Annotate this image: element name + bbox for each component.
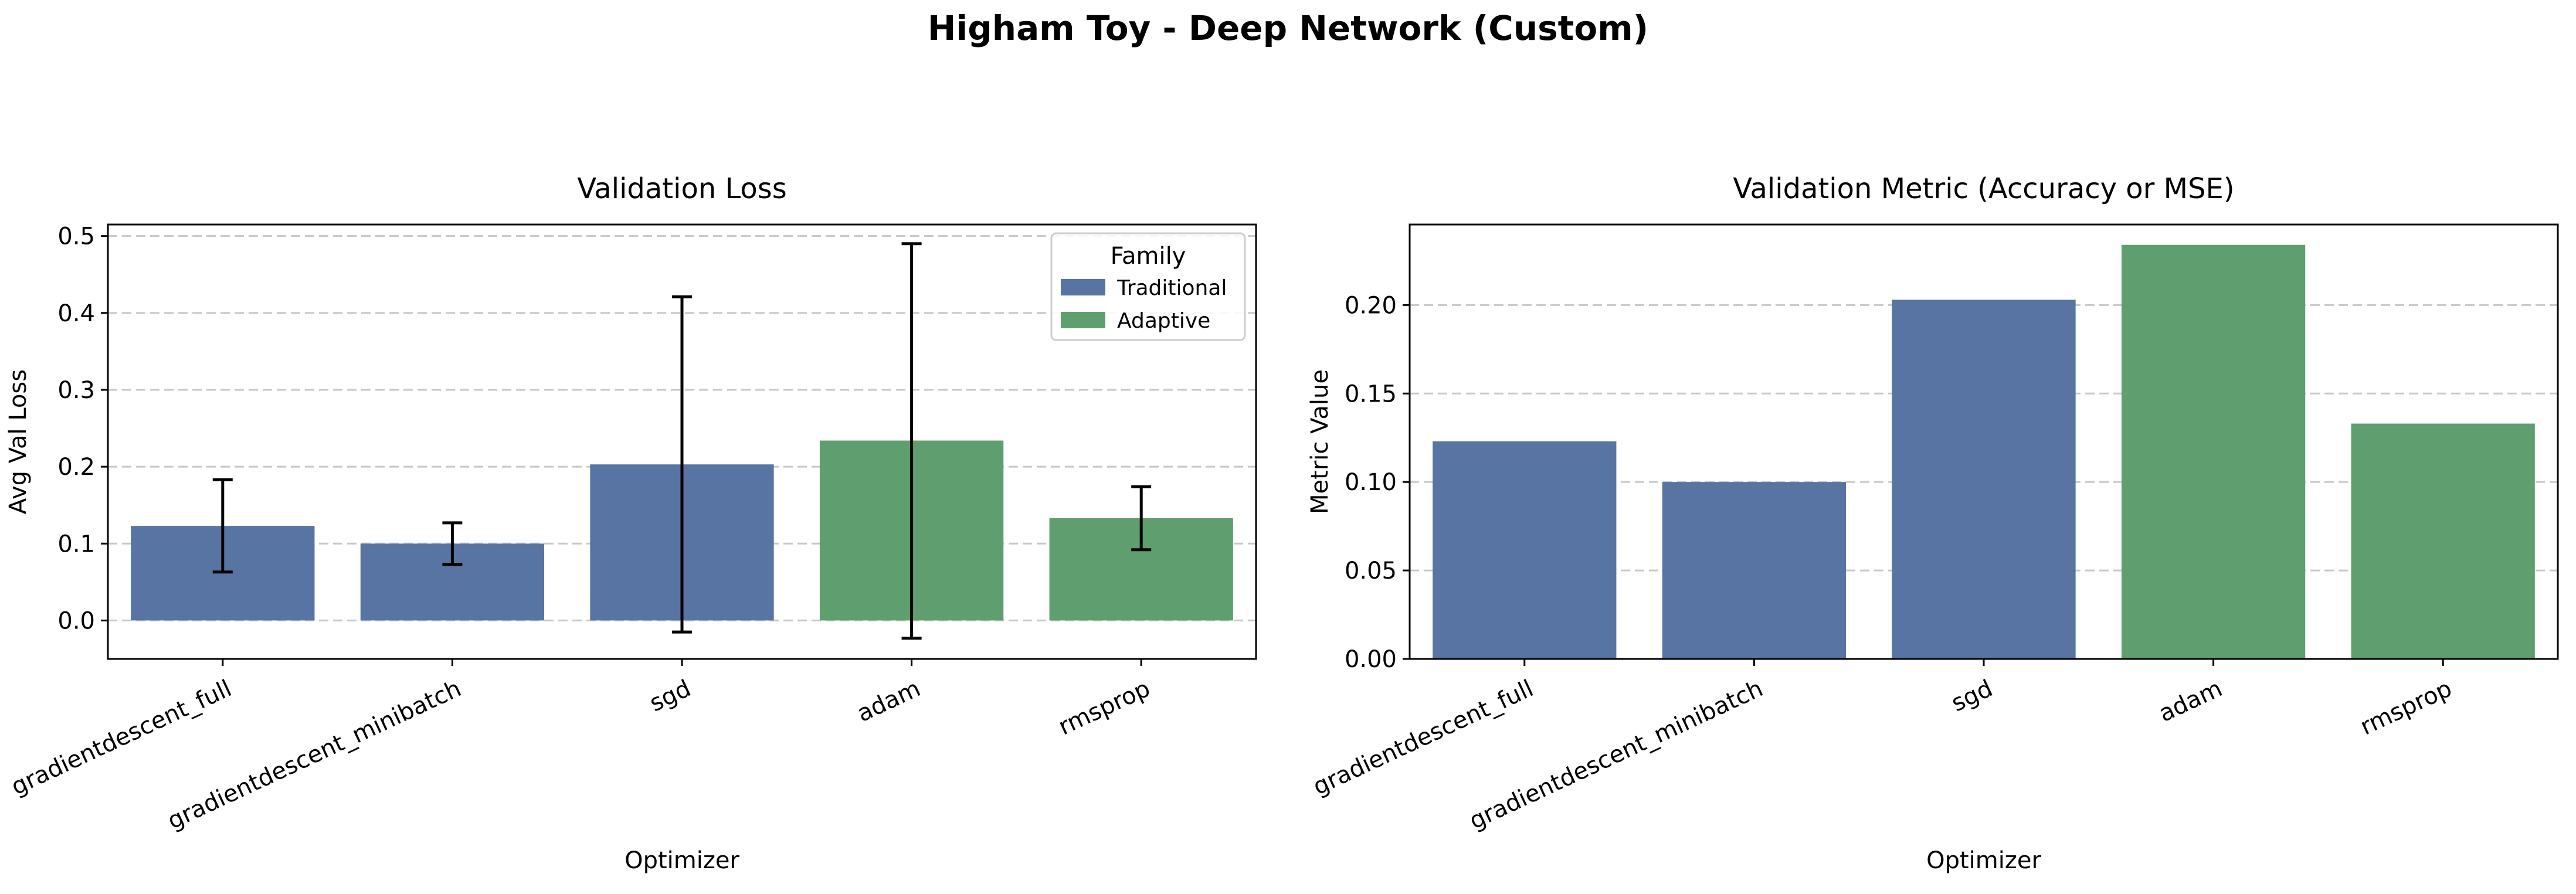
y-tick-label: 0.3 xyxy=(57,377,95,404)
legend-label-traditional: Traditional xyxy=(1116,276,1227,300)
legend-title: Family xyxy=(1111,243,1186,270)
x-tick-label-gradientdescent_full: gradientdescent_full xyxy=(1309,675,1538,800)
x-tick-label-sgd: sgd xyxy=(1947,675,1997,717)
bar-rmsprop xyxy=(2351,423,2535,659)
y-tick-label: 0.5 xyxy=(57,223,95,250)
y-tick-label: 0.1 xyxy=(57,531,95,558)
x-tick-label-rmsprop: rmsprop xyxy=(2356,675,2456,740)
figure-title: Higham Toy - Deep Network (Custom) xyxy=(927,8,1649,48)
chart-title: Validation Metric (Accuracy or MSE) xyxy=(1733,172,2234,205)
chart-title: Validation Loss xyxy=(577,172,787,205)
y-tick-label: 0.05 xyxy=(1345,558,1397,584)
y-tick-label: 0.4 xyxy=(57,300,95,327)
chart-panel-1: 0.00.10.20.30.40.5gradientdescent_fullgr… xyxy=(5,172,1257,874)
y-tick-label: 0.2 xyxy=(57,454,95,481)
y-tick-label: 0.0 xyxy=(57,607,95,634)
x-axis-label: Optimizer xyxy=(1926,847,2041,874)
x-tick-label-adam: adam xyxy=(2155,675,2227,728)
bar-adam xyxy=(2121,244,2306,659)
x-tick-label-rmsprop: rmsprop xyxy=(1054,675,1154,740)
x-axis-label: Optimizer xyxy=(625,847,739,874)
x-tick-label-gradientdescent_full: gradientdescent_full xyxy=(7,675,236,800)
bar-gradientdescent_minibatch xyxy=(1662,482,1847,659)
legend-label-adaptive: Adaptive xyxy=(1117,309,1210,333)
bar-gradientdescent_full xyxy=(1433,441,1617,659)
y-tick-label: 0.10 xyxy=(1345,469,1397,496)
y-tick-label: 0.00 xyxy=(1345,646,1397,673)
y-tick-label: 0.20 xyxy=(1345,292,1397,319)
bar-sgd xyxy=(1892,300,2076,659)
legend-swatch-traditional xyxy=(1061,279,1105,295)
x-tick-label-adam: adam xyxy=(853,675,925,728)
x-tick-label-sgd: sgd xyxy=(646,675,695,717)
legend-swatch-adaptive xyxy=(1061,312,1105,328)
y-axis-label: Metric Value xyxy=(1306,369,1333,514)
y-tick-label: 0.15 xyxy=(1345,380,1397,407)
chart-panel-2: 0.00 0.05 0.10 0.15 0.20 gradientdescent_full… xyxy=(1306,172,2559,874)
y-axis-label: Avg Val Loss xyxy=(5,369,32,514)
